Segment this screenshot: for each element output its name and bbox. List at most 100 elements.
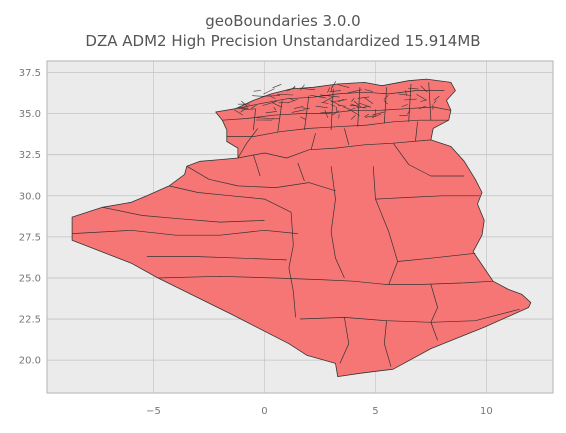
x-tick-label: −5 [146, 406, 161, 417]
district-boundary [374, 109, 376, 116]
region-boundary [383, 320, 392, 367]
district-boundary [347, 89, 362, 94]
region-boundary [237, 139, 431, 159]
district-boundary [357, 96, 370, 99]
district-boundary [330, 99, 347, 103]
x-tick-label: 0 [261, 406, 267, 417]
district-boundary [416, 94, 426, 101]
district-boundary [272, 84, 282, 89]
region-boundary [357, 87, 361, 127]
district-boundary [408, 87, 419, 90]
district-boundary [364, 89, 373, 92]
region-boundary [339, 317, 350, 364]
region-boundary [222, 106, 451, 121]
region-boundary [226, 119, 449, 137]
region-boundary [428, 82, 432, 121]
district-boundary [250, 104, 257, 109]
region-boundary [277, 100, 283, 132]
region-boundaries [72, 81, 520, 367]
region-boundary [415, 121, 418, 142]
district-boundary [253, 90, 262, 92]
district-boundary [315, 105, 328, 109]
district-boundary [365, 115, 376, 118]
region-boundary [235, 90, 445, 110]
district-boundary [362, 105, 370, 108]
district-boundary [310, 94, 327, 99]
district-boundary [364, 97, 374, 105]
district-boundary [332, 110, 340, 116]
x-axis: −5 0 5 10 [146, 406, 493, 417]
region-boundary [375, 195, 480, 200]
district-boundary [419, 105, 427, 110]
district-boundary [350, 115, 356, 120]
district-boundary [234, 109, 243, 116]
district-boundary [372, 111, 385, 116]
district-boundary [356, 107, 367, 109]
region-boundary [237, 128, 259, 159]
district-boundary [287, 99, 298, 104]
region-boundary [397, 252, 476, 262]
district-boundary [263, 88, 275, 95]
district-boundary [371, 113, 382, 118]
district-boundary [347, 107, 356, 112]
district-boundary [256, 117, 274, 119]
district-boundary [364, 113, 369, 118]
y-tick-label: 22.5 [19, 315, 41, 326]
region-boundary [310, 133, 316, 150]
region-boundary [304, 95, 310, 131]
region-boundary [102, 206, 265, 223]
district-boundary [420, 85, 428, 93]
district-boundary [292, 85, 296, 89]
district-boundary [300, 88, 316, 91]
district-boundary [359, 102, 372, 108]
district-boundary [327, 87, 330, 93]
district-boundary [343, 106, 350, 110]
district-boundary [302, 107, 310, 109]
region-boundary [157, 275, 494, 285]
district-boundary [321, 102, 329, 104]
district-boundary [324, 95, 340, 98]
region-boundary [253, 108, 256, 131]
y-axis: 20.0 22.5 25.0 27.5 30.0 32.5 35.0 37.5 [19, 68, 41, 367]
district-boundary [320, 112, 332, 114]
district-boundary [262, 101, 277, 106]
region-boundary [344, 128, 350, 145]
region-boundary [169, 185, 292, 213]
x-tick-label: 5 [372, 406, 378, 417]
district-boundary [299, 84, 305, 91]
district-boundary [324, 109, 329, 118]
region-boundary [299, 308, 520, 323]
district-boundary [329, 99, 341, 106]
district-boundary [434, 95, 440, 101]
district-boundary [353, 100, 362, 108]
district-boundary [252, 95, 266, 97]
district-boundary [289, 97, 295, 102]
region-boundary [392, 142, 465, 177]
district-boundary [331, 81, 337, 89]
chart-subtitle: DZA ADM2 High Precision Unstandardized 1… [85, 32, 481, 50]
district-boundary [337, 84, 350, 88]
district-boundary [350, 103, 359, 107]
region-boundary [72, 229, 298, 236]
district-boundary [351, 98, 355, 102]
district-boundary [265, 111, 277, 114]
district-boundary [271, 102, 282, 108]
district-boundary [330, 104, 336, 107]
region-boundary [330, 88, 334, 131]
region-boundary [297, 162, 305, 182]
chart-title: geoBoundaries 3.0.0 [205, 12, 361, 30]
y-tick-label: 25.0 [19, 273, 41, 284]
district-boundary [291, 109, 306, 113]
region-boundary [288, 212, 296, 318]
y-tick-label: 27.5 [19, 232, 41, 243]
district-boundary [329, 90, 341, 93]
district-boundary [398, 93, 412, 96]
district-boundary [263, 95, 280, 97]
y-tick-label: 35.0 [19, 109, 41, 120]
district-boundary [420, 99, 428, 102]
region-boundary [372, 166, 398, 285]
region-boundary [408, 83, 412, 122]
region-boundary [146, 256, 287, 261]
district-boundary [286, 87, 296, 92]
plot-frame [46, 60, 554, 394]
